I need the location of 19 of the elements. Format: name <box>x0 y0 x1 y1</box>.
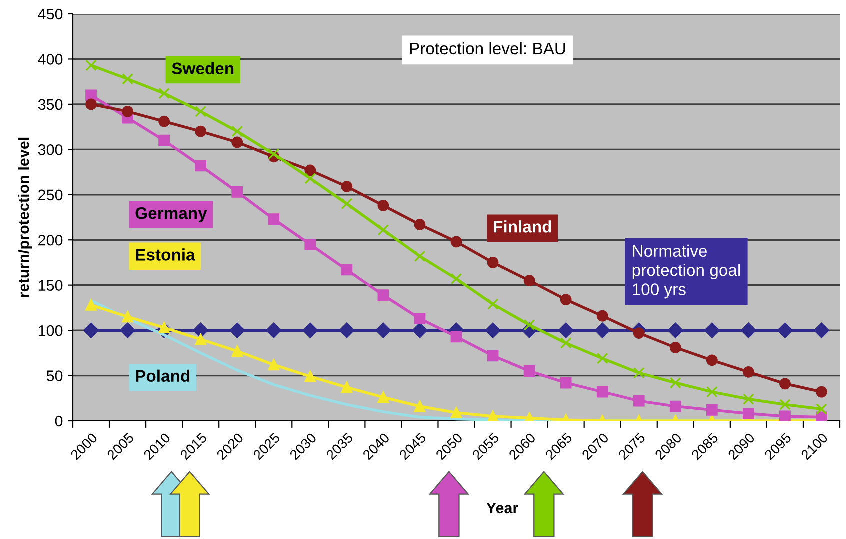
y-axis-title: return/protection level <box>18 138 32 298</box>
y-tick-label: 450 <box>38 8 63 20</box>
series-label: Sweden <box>172 62 234 75</box>
y-tick-label: 300 <box>38 144 63 156</box>
y-tick-label: 150 <box>38 280 63 292</box>
y-tick-label: 200 <box>38 234 63 246</box>
text: Estonia <box>136 248 196 261</box>
y-tick-label: 100 <box>38 325 63 336</box>
y-tick-label: 50 <box>46 370 63 382</box>
y-tick-label: 400 <box>38 54 63 65</box>
y-tick-label: 0 <box>55 416 63 427</box>
series-label: Normative protection goal 100 yrs <box>632 244 740 299</box>
series-label: Poland <box>136 370 190 382</box>
y-tick-label: 350 <box>38 99 63 110</box>
text: Protection level: BAU <box>410 42 566 55</box>
y-tick-label: 250 <box>38 190 63 201</box>
series-label: Germany <box>136 207 208 223</box>
series-label: Finland <box>494 220 552 233</box>
x-axis-title: Year <box>486 502 518 514</box>
